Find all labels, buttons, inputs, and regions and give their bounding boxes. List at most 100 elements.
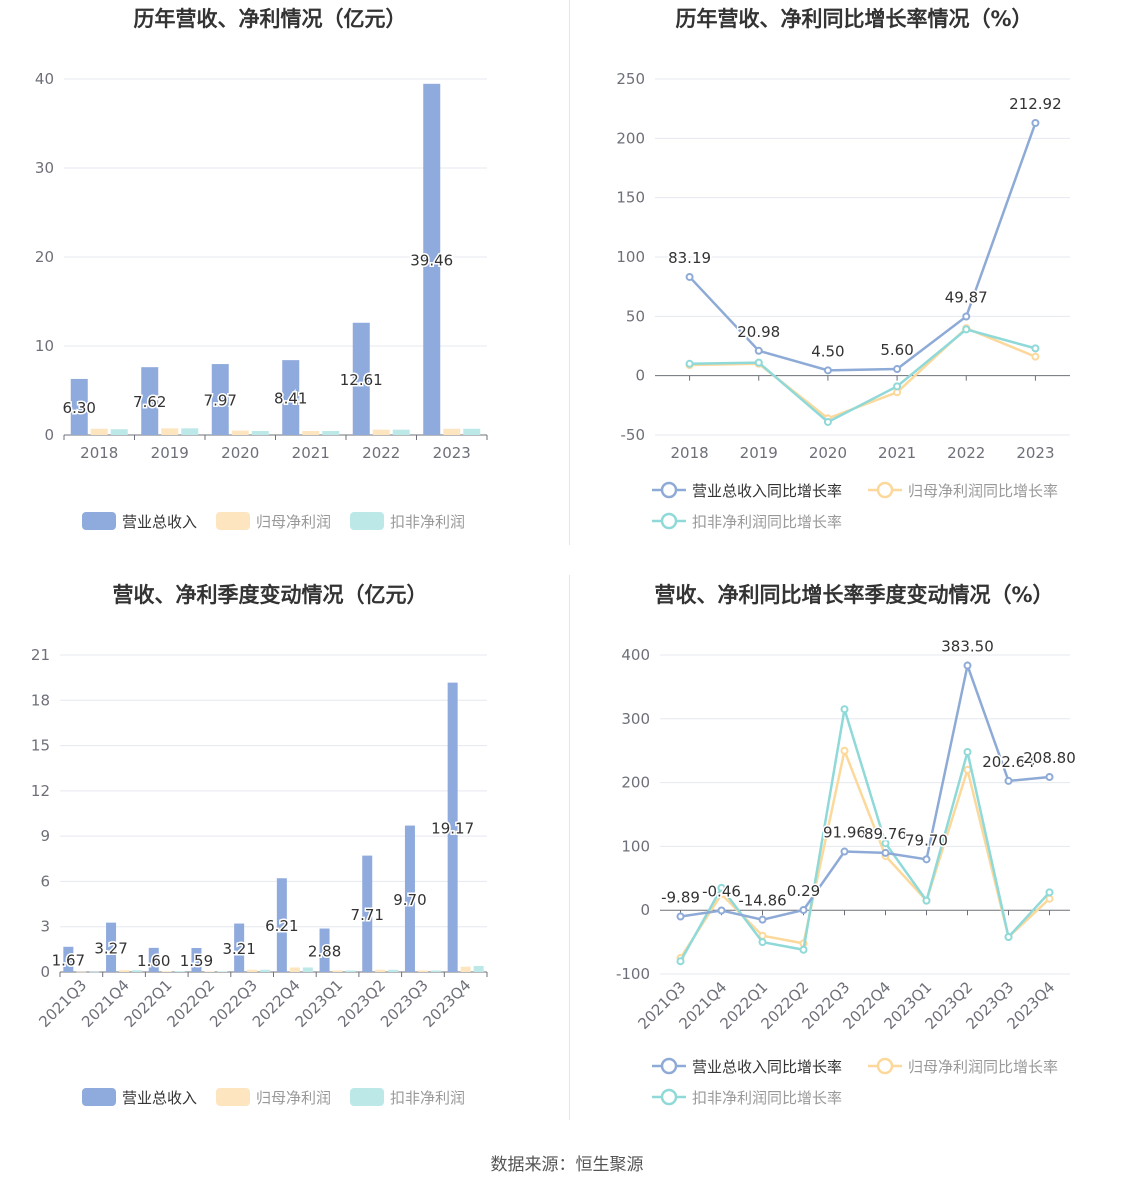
bar-deducted-profit [430, 970, 441, 972]
annual-amount-panel: 历年营收、净利情况（亿元） 0 10 20 30 40 2018 2019 2020 2021 20… [0, 0, 570, 560]
series-point [685, 272, 694, 281]
bar-data-label: 1.60 [137, 952, 170, 970]
legend-swatch [216, 512, 250, 530]
bar-deducted-profit [388, 969, 399, 972]
series-point [893, 365, 902, 374]
series-point [840, 705, 849, 714]
series-point [823, 366, 832, 375]
legend-label: 归母净利润同比增长率 [908, 1058, 1058, 1076]
bar-parent-profit [119, 970, 130, 972]
annual-amount-chart: 历年营收、净利情况（亿元） 0 10 20 30 40 2018 2019 2020 2021 20… [35, 7, 488, 531]
legend-label: 营业总收入 [122, 1089, 197, 1107]
legend-swatch-marker [660, 1088, 678, 1106]
series-point [1045, 894, 1054, 903]
line-data-label: -14.86 [738, 892, 786, 910]
quarterly-growth-chart: 营收、净利同比增长率季度变动情况（%）-10001002003004002021… [616, 583, 1077, 1107]
series-point [676, 957, 685, 966]
legend-swatch [350, 512, 384, 530]
series-point [758, 938, 767, 947]
bar-data-label: 7.62 [133, 393, 166, 411]
line-data-label: 0.29 [787, 882, 820, 900]
y-tick-label: 100 [616, 248, 645, 266]
x-tick-label: 2022 [362, 444, 400, 462]
bar-revenue [234, 923, 245, 972]
bar-data-label: 3.27 [94, 939, 127, 957]
series-point [881, 848, 890, 857]
bar-revenue [211, 364, 229, 435]
x-tick-label: 2020 [809, 444, 847, 462]
bar-data-label: 7.97 [204, 392, 237, 410]
quarterly-amount-panel: 营收、净利季度变动情况（亿元） 0 3 6 9 12 15 18 21 2021Q3 2021Q4 2… [0, 570, 570, 1130]
bar-deducted-profit [463, 428, 481, 435]
bar-deducted-profit [302, 967, 313, 972]
bar-revenue [106, 922, 117, 972]
chart-title: 历年营收、净利情况（亿元） [134, 7, 407, 31]
bar-data-label: 39.46 [410, 251, 453, 269]
x-tick-label: 2021 [292, 444, 330, 462]
series-point [1031, 119, 1040, 128]
quarterly-growth-panel: 营收、净利同比增长率季度变动情况（%） -100 0 100 200 300 400 2021… [570, 570, 1134, 1130]
series-point [922, 855, 931, 864]
bar-parent-profit [302, 430, 320, 435]
bar-deducted-profit [473, 965, 484, 972]
bar-parent-profit [161, 428, 179, 435]
bar-parent-profit [460, 966, 471, 972]
legend-swatch-marker [660, 512, 678, 530]
series-point [754, 358, 763, 367]
series-point [1031, 344, 1040, 353]
bar-data-label: 2.88 [308, 942, 341, 960]
bar-deducted-profit [217, 971, 228, 972]
legend-label: 归母净利润 [256, 513, 331, 531]
x-tick-label: 2018 [80, 444, 118, 462]
y-tick-label: 3 [40, 918, 50, 936]
bar-revenue [191, 947, 202, 972]
bar-deducted-profit [174, 971, 185, 972]
y-tick-label: 100 [621, 837, 650, 855]
series-line-2 [689, 328, 1036, 424]
bar-parent-profit [231, 430, 249, 435]
chart-root: 历年营收、净利同比增长率情况（%） -50 0 50 100 150 200 250 2018 2… [616, 7, 1070, 531]
series-point [754, 346, 763, 355]
bar-data-label: 19.17 [431, 819, 474, 837]
x-tick-label: 2020 [221, 444, 259, 462]
series-point [685, 359, 694, 368]
y-tick-label: 30 [35, 159, 54, 177]
series-point [717, 883, 726, 892]
series-point [840, 847, 849, 856]
y-tick-label: 21 [31, 646, 50, 664]
bar-data-label: 7.71 [351, 906, 384, 924]
line-data-label: 4.50 [811, 342, 844, 360]
bar-deducted-profit [181, 428, 199, 435]
vertical-divider-top [569, 0, 570, 545]
legend-label: 扣非净利润 [390, 513, 465, 531]
series-point [881, 839, 890, 848]
legend-swatch-marker [876, 481, 894, 499]
line-data-label: 79.70 [905, 831, 948, 849]
y-tick-label: 40 [35, 70, 54, 88]
chart-title: 营收、净利季度变动情况（亿元） [113, 583, 428, 607]
legend-label: 归母净利润 [256, 1089, 331, 1107]
bar-parent-profit [90, 428, 108, 435]
legend-label: 归母净利润同比增长率 [908, 482, 1058, 500]
bar-parent-profit [375, 969, 386, 972]
series-line-0 [680, 660, 1050, 921]
bar-data-label: 6.21 [265, 917, 298, 935]
series-point [823, 417, 832, 426]
annual-growth-chart: 历年营收、净利同比增长率情况（%） -50 0 50 100 150 200 250 2018 2… [616, 7, 1070, 531]
bar-revenue [141, 367, 159, 435]
legend-label: 扣非净利润同比增长率 [692, 1089, 842, 1107]
x-tick-label: 2022 [947, 444, 985, 462]
y-tick-label: 20 [35, 248, 54, 266]
legend-swatch [350, 1088, 384, 1106]
bar-data-label: 1.59 [180, 952, 213, 970]
series-point [963, 765, 972, 774]
chart-title: 历年营收、净利同比增长率情况（%） [675, 7, 1032, 31]
legend-label: 营业总收入同比增长率 [692, 1058, 842, 1076]
bar-data-label: 3.21 [222, 940, 255, 958]
bar-data-label: 8.41 [274, 390, 307, 408]
series-point [1004, 932, 1013, 941]
y-tick-label: 6 [40, 872, 50, 890]
series-point [799, 945, 808, 954]
line-data-label: -0.46 [702, 882, 741, 900]
line-data-label: -9.89 [661, 889, 700, 907]
